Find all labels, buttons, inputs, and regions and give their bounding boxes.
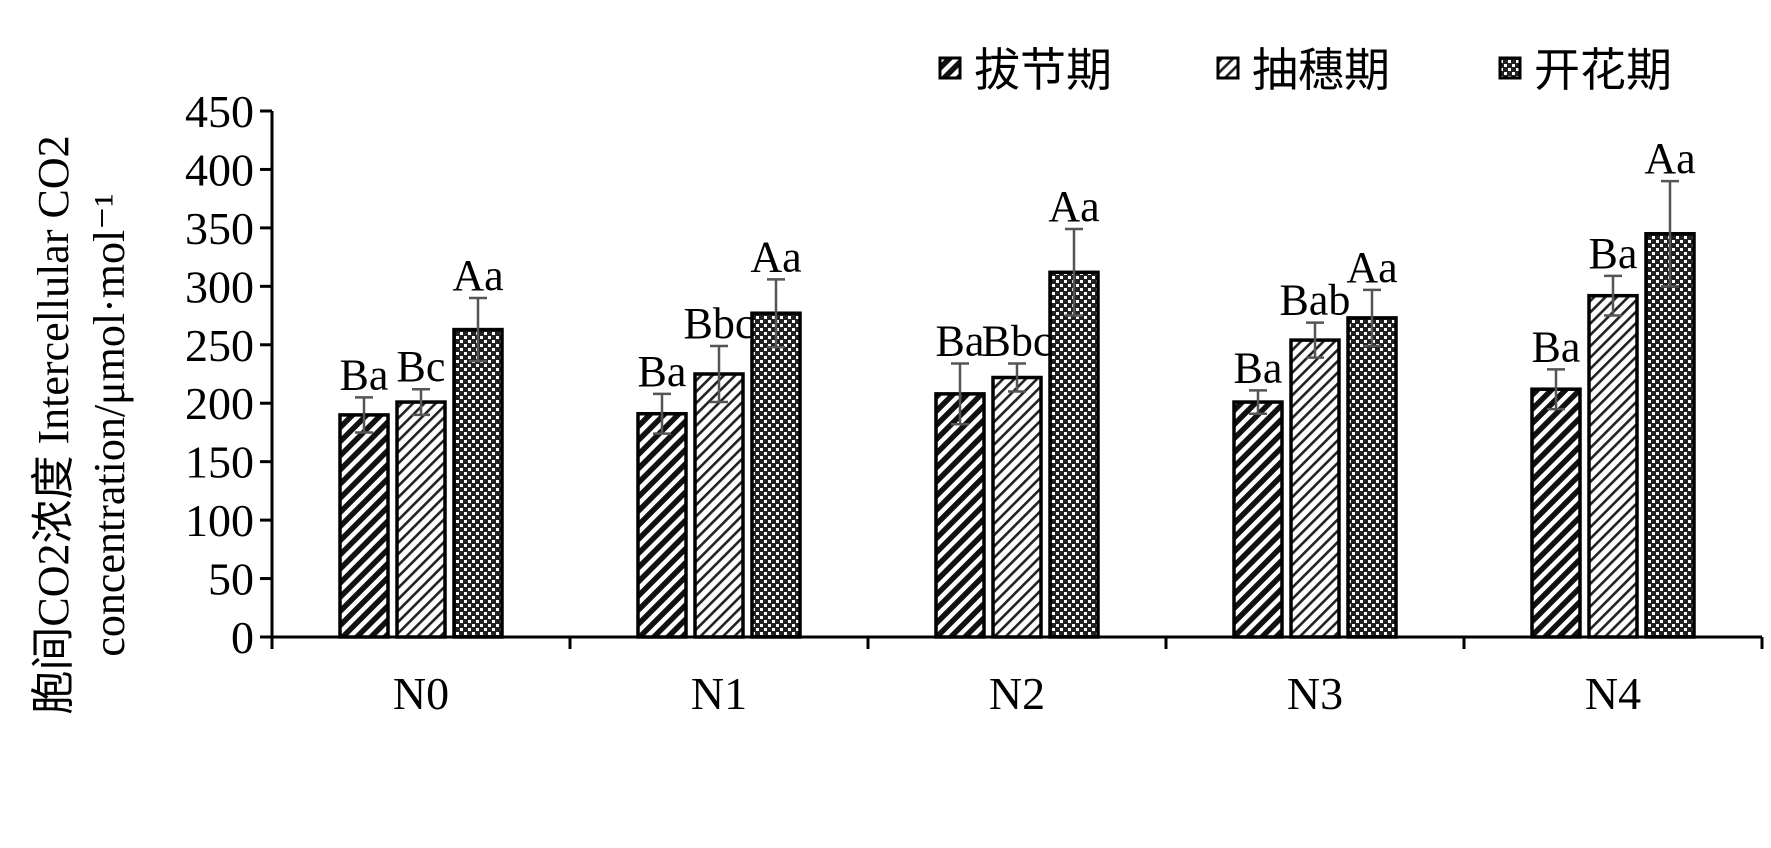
significance-label: Bbc [982,316,1053,365]
y-tick-label: 200 [185,378,254,429]
x-tick-labels: N0 N1 N2 N3 N4 [270,637,1764,719]
y-tick-label: 350 [185,203,254,254]
bar [1232,400,1284,639]
significance-label: Ba [1589,229,1638,278]
significance-label: Aa [452,251,503,300]
x-tick-label: N2 [989,668,1045,719]
bar [1587,293,1639,639]
y-axis-title-line-1: 胞间CO2浓度 Intercellular CO2 [29,135,78,714]
bar [1346,316,1398,639]
y-tick-label: 250 [185,320,254,371]
significance-label: Bc [397,342,446,391]
significance-label: Ba [936,316,985,365]
bar [934,392,986,639]
x-tick-label: N0 [393,668,449,719]
legend-swatch [1498,56,1522,80]
bars [338,231,1696,639]
bar [338,413,390,639]
x-tick-label: N1 [691,668,747,719]
significance-label: Ba [1234,343,1283,392]
bar [991,375,1043,639]
y-tick-label: 0 [231,612,254,663]
significance-label: Aa [1346,243,1397,292]
bar [1644,231,1696,639]
bar [636,411,688,639]
y-tick-label: 50 [208,554,254,605]
bar [395,400,447,639]
significance-label: Ba [638,347,687,396]
y-tick-label: 400 [185,144,254,195]
legend-swatch [1216,56,1240,80]
bar [1530,387,1582,639]
bar [1289,338,1341,639]
significance-label: Ba [340,350,389,399]
legend-label: 抽穗期 [1252,45,1390,96]
legend-label: 开花期 [1534,45,1672,96]
bar [1048,270,1100,639]
significance-label: Bab [1280,276,1351,325]
y-tick-label: 100 [185,495,254,546]
significance-label: Aa [1048,182,1099,231]
significance-label: Aa [750,232,801,281]
significance-label: Aa [1644,134,1695,183]
legend: 拔节期 抽穗期 开花期 [938,45,1672,96]
legend-label: 拔节期 [974,45,1112,96]
bar [750,311,802,639]
y-axis-title: 胞间CO2浓度 Intercellular CO2 concentration/… [29,135,134,714]
y-ticks: 0 50 100 150 200 250 300 350 400 450 [185,86,272,663]
y-axis-title-line-2: concentration/μmol·mol⁻¹ [85,193,134,656]
significance-label: Bbc [684,299,755,348]
y-tick-label: 300 [185,261,254,312]
x-tick-label: N3 [1287,668,1343,719]
y-tick-label: 150 [185,437,254,488]
x-tick-label: N4 [1585,668,1641,719]
y-tick-label: 450 [185,86,254,137]
bar [452,327,504,639]
significance-label: Ba [1532,322,1581,371]
bar [693,372,745,639]
legend-swatch [938,56,962,80]
error-bars [355,179,1679,435]
